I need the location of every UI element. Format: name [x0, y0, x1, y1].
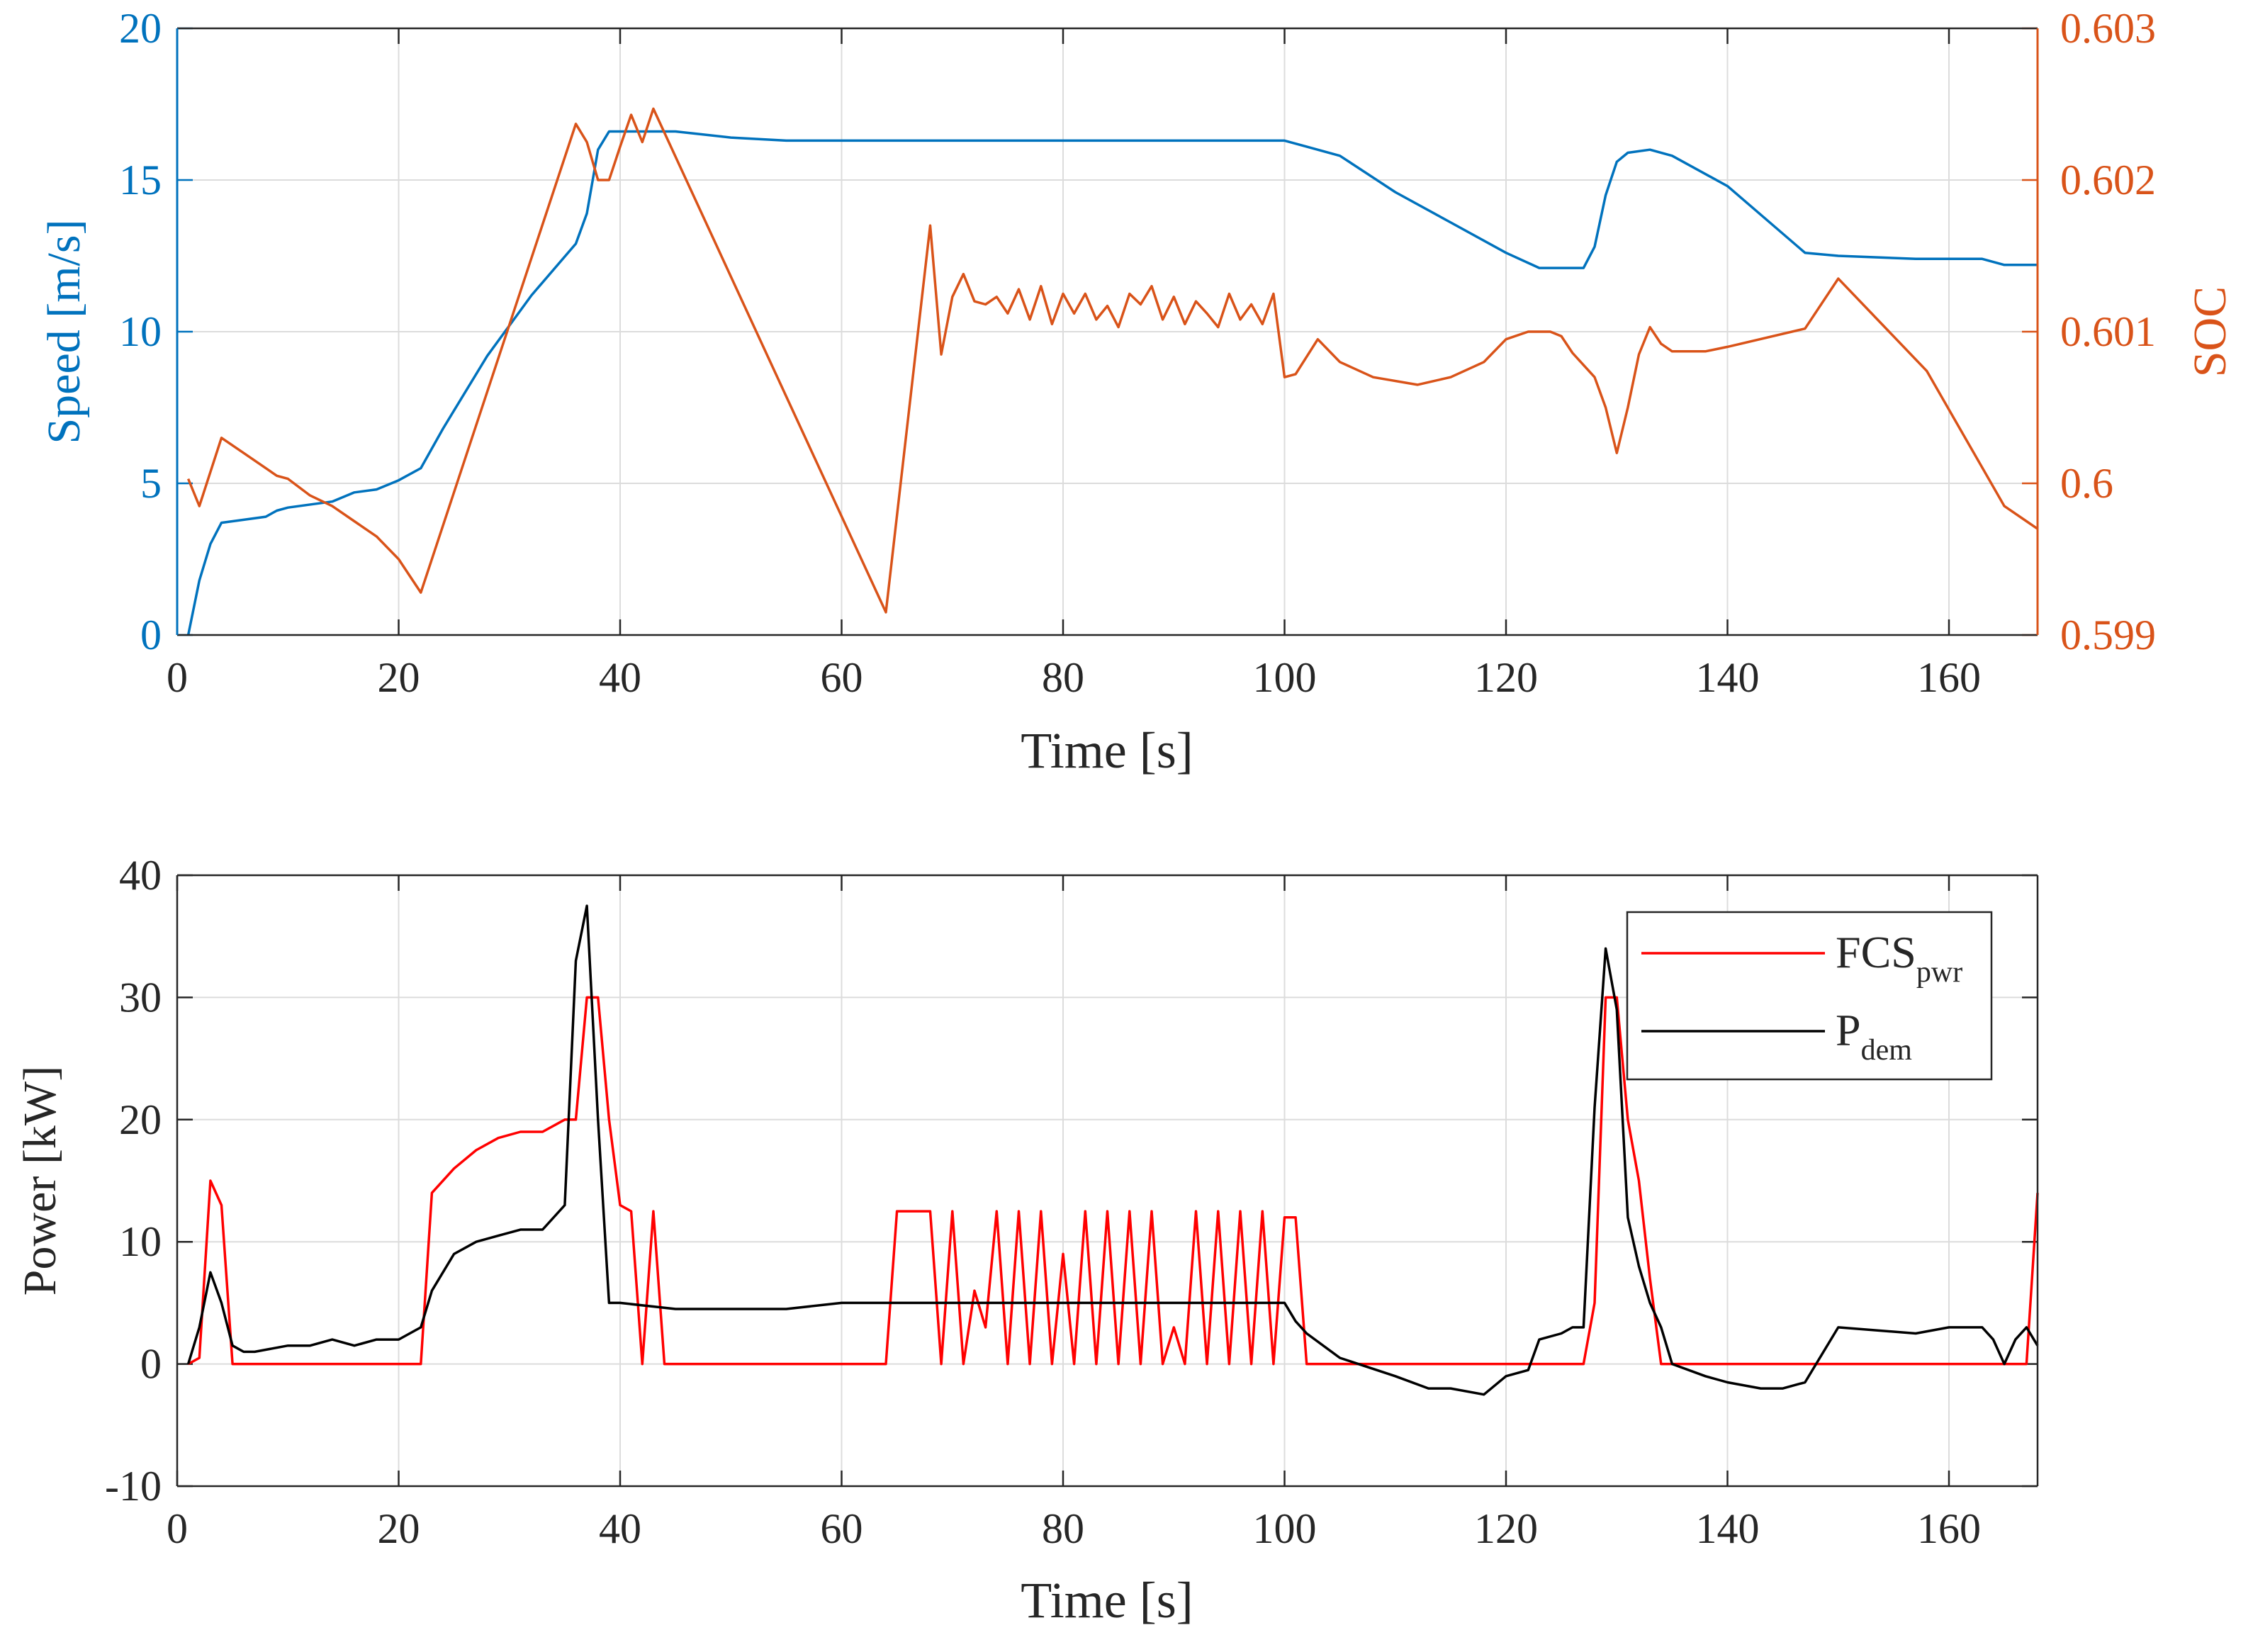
top-y-tick-label-left: 20	[119, 5, 162, 52]
bottom-y-tick-label: 20	[119, 1096, 162, 1143]
bottom-y-tick-label: 40	[119, 852, 162, 899]
top-x-tick-label: 40	[599, 654, 641, 701]
bottom-x-tick-label: 80	[1042, 1505, 1084, 1552]
top-y-ticks-right: 0.599 0.6 0.601 0.602 0.603	[2022, 5, 2156, 658]
top-y-tick-label-left: 0	[140, 612, 162, 658]
bottom-series-fcspwr	[187, 996, 2039, 1366]
top-y-tick-label-right: 0.602	[2060, 157, 2156, 203]
top-y-tick-label-left: 15	[119, 157, 162, 203]
bottom-x-tick-label: 20	[378, 1505, 420, 1552]
bottom-x-label: Time [s]	[1021, 1572, 1193, 1629]
top-series-speed	[186, 130, 2038, 636]
top-y-tick-label-right: 0.601	[2060, 308, 2156, 355]
top-x-tick-label: 120	[1474, 654, 1538, 701]
bottom-series	[186, 904, 2039, 1396]
top-y-label-right: SOC	[2184, 286, 2236, 377]
legend-box	[1626, 911, 1993, 1081]
top-y-tick-label-right: 0.599	[2060, 612, 2156, 658]
top-x-label: Time [s]	[1021, 722, 1193, 779]
top-y-ticks-left: 0 5 10 15 20	[119, 5, 193, 658]
bottom-x-ticks: 0 20 40 60 80 100 120 140 160	[167, 875, 1981, 1552]
top-x-tick-label: 100	[1253, 654, 1317, 701]
top-y-tick-label-left: 10	[119, 308, 162, 355]
legend-fcs-label: FCSpwr	[1836, 927, 1962, 989]
bottom-x-tick-label: 120	[1474, 1505, 1538, 1552]
legend-pdem-label: Pdem	[1836, 1005, 1912, 1067]
top-series-soc	[186, 107, 2038, 614]
top-x-tick-label: 140	[1696, 654, 1760, 701]
top-x-tick-label: 80	[1042, 654, 1084, 701]
top-x-tick-label: 0	[167, 654, 188, 701]
bottom-x-tick-label: 0	[167, 1505, 188, 1552]
bottom-y-tick-label: 30	[119, 974, 162, 1021]
top-x-tick-label: 60	[821, 654, 863, 701]
top-y-tick-label-right: 0.603	[2060, 5, 2156, 52]
bottom-y-ticks: -10 0 10 20 30 40	[105, 852, 2038, 1510]
top-y-tick-label-left: 5	[140, 460, 162, 507]
bottom-x-tick-label: 40	[599, 1505, 641, 1552]
bottom-grid	[177, 875, 2038, 1486]
bottom-y-label: Power [kW]	[14, 1066, 66, 1296]
top-y-label-left: Speed [m/s]	[38, 219, 90, 444]
top-y-tick-label-right: 0.6	[2060, 460, 2113, 507]
bottom-y-tick-label: 0	[140, 1341, 162, 1388]
top-x-ticks: 0 20 40 60 80 100 120 140 160	[167, 28, 1981, 701]
bottom-x-tick-label: 100	[1253, 1505, 1317, 1552]
top-x-tick-label: 20	[378, 654, 420, 701]
top-x-tick-label: 160	[1917, 654, 1981, 701]
bottom-y-tick-label: 10	[119, 1218, 162, 1265]
legend: FCSpwr Pdem	[1626, 911, 1993, 1081]
bottom-x-tick-label: 140	[1696, 1505, 1760, 1552]
bottom-y-tick-label: -10	[105, 1463, 162, 1510]
top-series	[186, 107, 2038, 636]
bottom-x-tick-label: 160	[1917, 1505, 1981, 1552]
top-grid	[177, 28, 2038, 635]
bottom-x-tick-label: 60	[821, 1505, 863, 1552]
bottom-series-pdem	[186, 904, 2039, 1396]
